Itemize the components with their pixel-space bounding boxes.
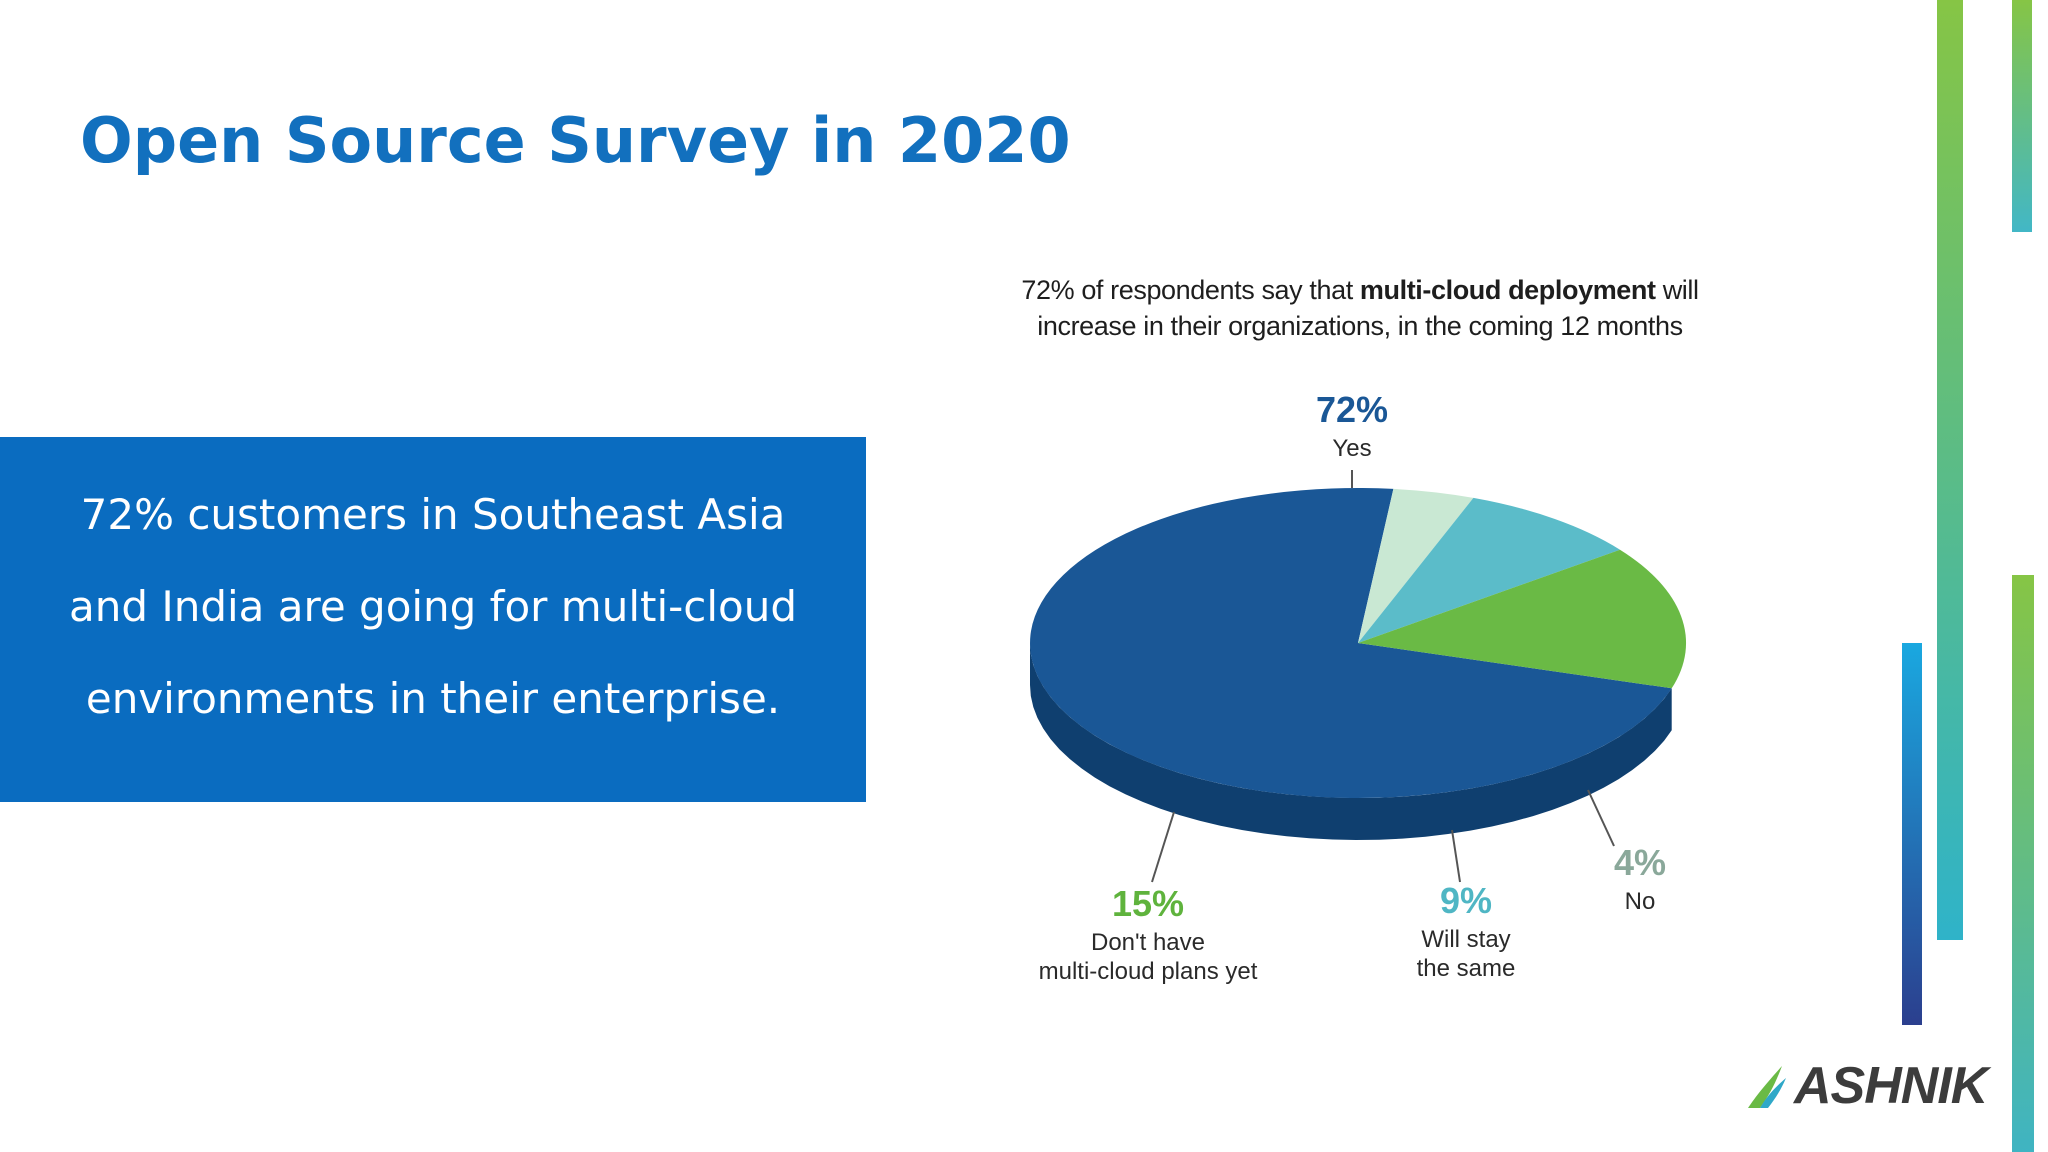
leader-line — [1587, 789, 1615, 847]
callout-line: environments in their enterprise. — [85, 674, 781, 723]
slice-category-label: multi-cloud plans yet — [1039, 958, 1258, 985]
page-title: Open Source Survey in 2020 — [80, 104, 1071, 177]
pie-slice-side — [1030, 643, 1672, 840]
leader-line — [1151, 811, 1175, 883]
slice-percent-label: 9% — [1440, 880, 1492, 921]
slice-category-label: Yes — [1332, 435, 1371, 462]
pie-slice — [1030, 487, 1672, 798]
summary-callout: 72% customers in Southeast Asia and Indi… — [0, 437, 866, 802]
chart-title-part: will — [1655, 275, 1699, 305]
callout-line: 72% customers in Southeast Asia — [80, 490, 786, 539]
ashnik-logo: ASHNIK — [1742, 1056, 2002, 1116]
accent-bar — [2012, 0, 2032, 232]
pie-slice — [1358, 497, 1620, 643]
slice-category-label: No — [1625, 888, 1656, 915]
slice-category-label: Don't have — [1091, 929, 1205, 956]
chart-title-line2: increase in their organizations, in the … — [1037, 311, 1683, 341]
pie-slice — [1358, 488, 1474, 643]
chart-title-part: 72% of respondents say that — [1021, 275, 1360, 305]
leader-line — [1451, 829, 1461, 883]
accent-bar — [1937, 0, 1963, 940]
chart-title-bold: multi-cloud deployment — [1359, 275, 1656, 305]
slice-category-label: the same — [1417, 955, 1516, 982]
accent-bar — [2012, 575, 2034, 1152]
slice-percent-label: 4% — [1614, 842, 1666, 883]
accent-bar — [1902, 643, 1922, 1025]
logo-mark-icon — [1748, 1066, 1786, 1108]
chart-title: 72% of respondents say that multi-cloud … — [950, 272, 1770, 344]
logo-text: ASHNIK — [1794, 1057, 1988, 1115]
callout-line: and India are going for multi-cloud — [68, 582, 798, 631]
pie-slice — [1358, 549, 1687, 689]
slice-percent-label: 72% — [1316, 389, 1388, 430]
slice-category-label: Will stay — [1421, 926, 1510, 953]
slice-percent-label: 15% — [1112, 883, 1184, 924]
